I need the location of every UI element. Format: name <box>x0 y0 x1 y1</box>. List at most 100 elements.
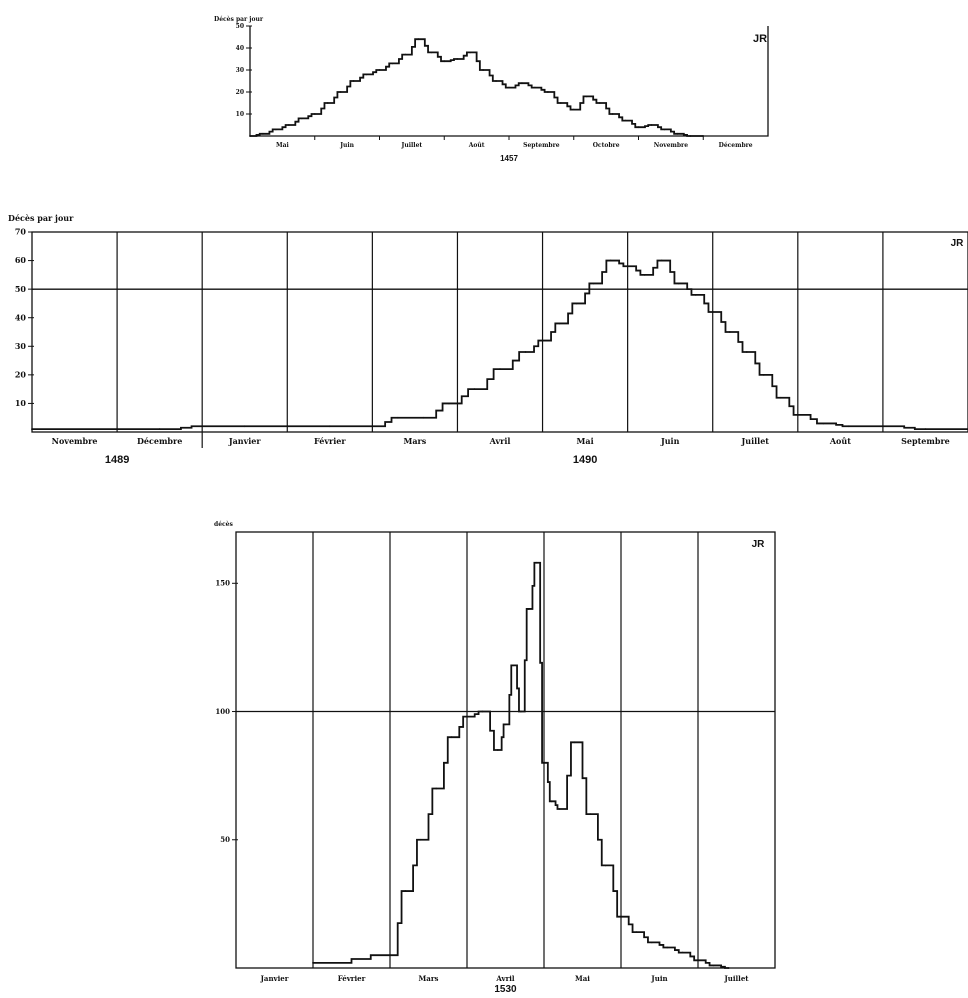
series-point <box>527 608 530 610</box>
series-point <box>534 86 536 89</box>
y-tick-label: 100 <box>215 707 230 716</box>
series-point <box>727 967 730 969</box>
series-point <box>559 102 562 104</box>
series-point <box>589 813 592 816</box>
y-tick-label: 60 <box>15 255 27 265</box>
series-point <box>650 124 653 126</box>
series-point <box>572 108 575 111</box>
month-label-4: Septembre <box>523 142 560 149</box>
series-point <box>643 273 646 276</box>
series-point <box>666 946 669 949</box>
series-point <box>371 425 374 428</box>
plot-frame <box>235 531 776 969</box>
series-point <box>663 128 666 131</box>
series-point <box>158 428 161 431</box>
series-point <box>575 302 578 305</box>
series-point <box>419 838 422 841</box>
y-tick-label: 20 <box>236 89 244 96</box>
month-label-1: Juin <box>339 142 354 149</box>
series-point <box>391 62 394 65</box>
y-tick-label: 150 <box>215 579 230 588</box>
month-label-0: Novembre <box>52 436 98 446</box>
series-point <box>365 73 368 76</box>
series-point <box>482 69 484 71</box>
series-point <box>620 915 622 918</box>
series-point <box>275 128 277 131</box>
series-point <box>847 425 850 428</box>
y-tick-label: 20 <box>15 370 27 380</box>
series-point <box>313 113 316 115</box>
series-point <box>535 561 538 564</box>
corner-mark: JR <box>752 539 766 550</box>
month-label-3: Février <box>314 436 346 446</box>
series-point <box>524 351 527 353</box>
series-point <box>573 741 576 744</box>
month-label-9: Août <box>829 436 851 446</box>
series-point <box>728 331 731 333</box>
series-point <box>924 428 927 431</box>
series-point <box>694 293 697 296</box>
series-point <box>521 82 523 85</box>
series-point <box>711 311 714 313</box>
series-point <box>558 322 561 325</box>
series-point <box>745 351 748 353</box>
corner-mark: JR <box>753 33 767 45</box>
series-point <box>558 808 561 810</box>
series-point <box>520 710 522 713</box>
plot-frame <box>31 231 968 433</box>
month-label-6: Juillet <box>723 974 749 983</box>
series-point <box>504 723 507 726</box>
month-label-5: Avril <box>489 436 511 446</box>
series-point <box>762 373 765 376</box>
series-point <box>543 761 545 764</box>
series-point <box>626 265 629 268</box>
y-tick-label: 10 <box>236 111 244 118</box>
mortality-series-line <box>32 259 968 431</box>
series-point <box>430 51 433 54</box>
series-point <box>660 259 663 262</box>
y-tick-label: 10 <box>15 398 27 408</box>
series-point <box>466 715 468 718</box>
month-label-4: Mars <box>404 436 427 446</box>
mortality-series-line <box>250 38 704 137</box>
month-label-1: Février <box>338 974 366 983</box>
series-point <box>677 282 680 285</box>
series-point <box>508 86 510 89</box>
series-point <box>326 102 329 104</box>
month-label-5: Octobre <box>593 142 620 149</box>
series-point <box>676 132 679 135</box>
series-point <box>624 119 627 122</box>
y-tick-label: 40 <box>15 312 27 322</box>
series-point <box>585 95 588 98</box>
series-point <box>689 135 692 137</box>
series-point <box>389 954 391 957</box>
series-point <box>481 710 484 713</box>
month-label-6: Novembre <box>654 142 688 149</box>
month-label-1: Décembre <box>137 436 182 446</box>
month-label-6: Mai <box>577 436 594 446</box>
series-point <box>201 425 204 428</box>
series-point <box>422 416 425 419</box>
series-point <box>541 339 544 342</box>
series-point <box>404 890 407 892</box>
series-point <box>312 961 314 964</box>
year-label-1489: 1489 <box>105 454 129 466</box>
month-label-0: Mai <box>276 142 290 149</box>
series-point <box>882 425 884 428</box>
series-point <box>550 800 553 803</box>
corner-mark: JR <box>951 238 965 249</box>
series-point <box>435 787 438 790</box>
series-point <box>328 425 331 428</box>
series-point <box>637 126 640 129</box>
series-point <box>249 135 251 137</box>
series-point <box>499 368 501 371</box>
y-tick-label: 30 <box>236 67 244 74</box>
series-point <box>635 931 638 933</box>
series-point <box>469 51 472 54</box>
month-label-8: Juillet <box>741 436 770 446</box>
series-point <box>779 396 782 399</box>
y-tick-label: 50 <box>15 284 27 294</box>
series-point <box>378 69 381 71</box>
